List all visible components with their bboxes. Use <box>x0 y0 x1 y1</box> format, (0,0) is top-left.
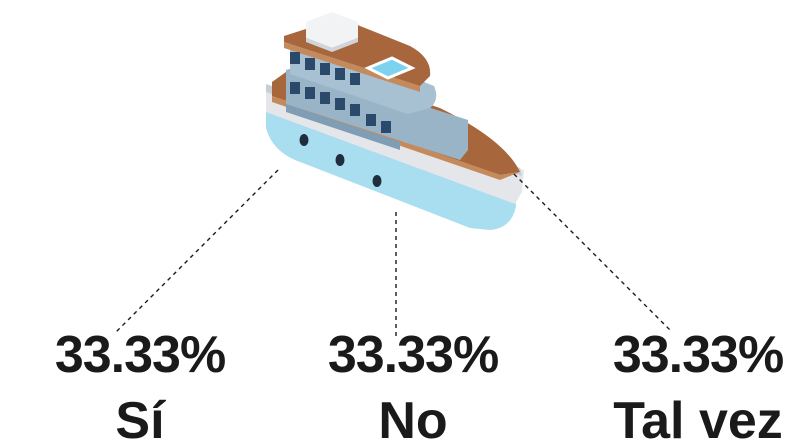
category-label-no: No <box>378 392 447 445</box>
category-label-tal-vez: Tal vez <box>613 392 783 445</box>
value-label-no: 33.33% <box>328 326 498 384</box>
leader-line-si <box>115 169 279 333</box>
leader-line-tal-vez <box>513 173 673 333</box>
value-label-tal-vez: 33.33% <box>613 326 783 384</box>
category-label-si: Sí <box>115 392 166 445</box>
value-label-si: 33.33% <box>55 326 225 384</box>
ship-icon <box>266 12 524 230</box>
